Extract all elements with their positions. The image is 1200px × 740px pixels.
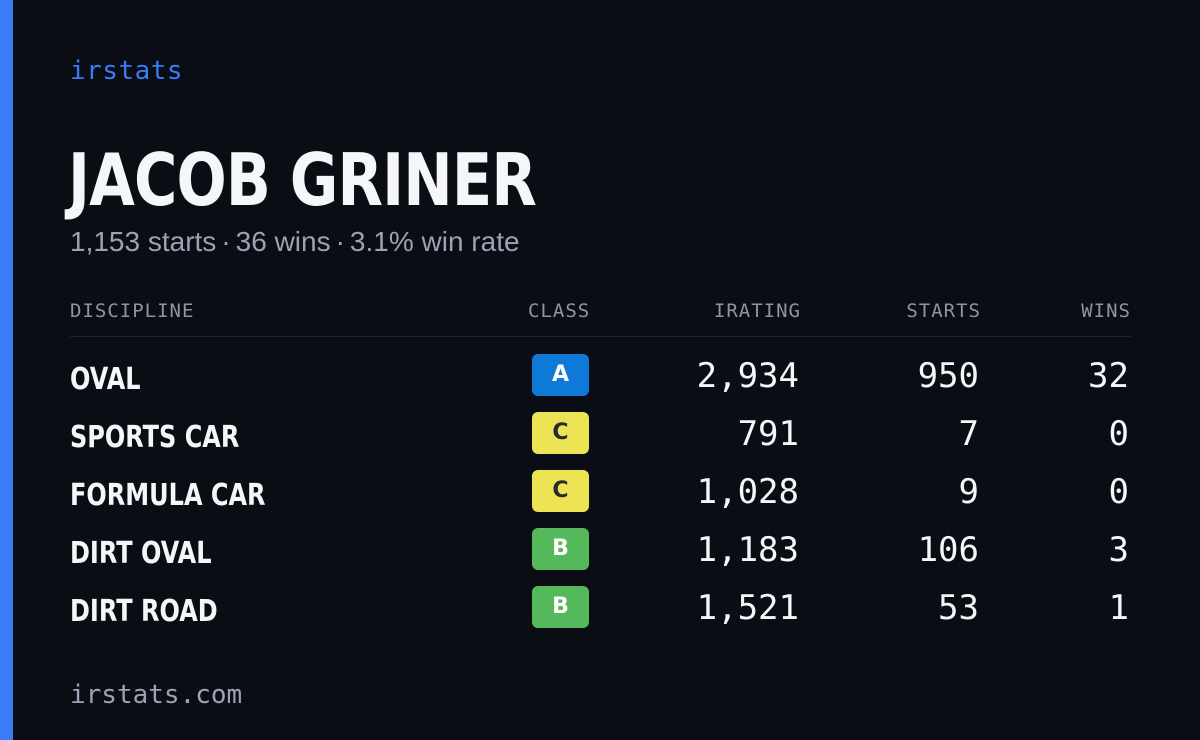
irating-value: 1,028 xyxy=(696,472,799,512)
wins-value: 0 xyxy=(1108,414,1129,454)
starts-value: 950 xyxy=(917,356,979,396)
starts-value: 53 xyxy=(938,588,979,628)
table-row: SPORTS CAR C 791 7 0 xyxy=(70,412,1131,468)
irating-value: 1,183 xyxy=(696,530,799,570)
wins-value: 1 xyxy=(1108,588,1129,628)
irating-value: 1,521 xyxy=(696,588,799,628)
class-badge: B xyxy=(532,586,589,628)
table-header: DISCIPLINE CLASS IRATING STARTS WINS xyxy=(70,300,1131,337)
discipline-name: DIRT OVAL xyxy=(70,536,212,571)
class-badge: C xyxy=(532,412,589,454)
summary-separator: · xyxy=(221,226,231,257)
starts-value: 7 xyxy=(958,414,979,454)
header-starts: STARTS xyxy=(906,300,981,322)
wins-value: 0 xyxy=(1108,472,1129,512)
discipline-name: DIRT ROAD xyxy=(70,594,218,629)
header-discipline: DISCIPLINE xyxy=(70,300,195,322)
header-irating: IRATING xyxy=(713,300,801,322)
summary-separator: · xyxy=(335,226,345,257)
wins-value: 32 xyxy=(1088,356,1129,396)
footer-url: irstats.com xyxy=(70,680,243,710)
irating-value: 2,934 xyxy=(696,356,799,396)
starts-value: 106 xyxy=(917,530,979,570)
accent-bar xyxy=(0,0,13,740)
class-badge: A xyxy=(532,354,589,396)
discipline-name: OVAL xyxy=(70,362,141,397)
wins-value: 3 xyxy=(1108,530,1129,570)
class-badge: C xyxy=(532,470,589,512)
table-row: DIRT ROAD B 1,521 53 1 xyxy=(70,586,1131,642)
header-wins: WINS xyxy=(1081,300,1131,322)
table-row: FORMULA CAR C 1,028 9 0 xyxy=(70,470,1131,526)
class-badge: B xyxy=(532,528,589,570)
summary-wins: 36 wins xyxy=(235,226,331,257)
driver-summary: 1,153 starts · 36 wins · 3.1% win rate xyxy=(70,226,520,258)
discipline-name: SPORTS CAR xyxy=(70,420,240,455)
page-title: JACOB GRINER xyxy=(68,138,537,222)
brand-logo-text: irstats xyxy=(70,56,184,86)
table-row: DIRT OVAL B 1,183 106 3 xyxy=(70,528,1131,584)
starts-value: 9 xyxy=(958,472,979,512)
summary-win-rate: 3.1% win rate xyxy=(349,226,520,257)
discipline-name: FORMULA CAR xyxy=(70,478,266,513)
table-row: OVAL A 2,934 950 32 xyxy=(70,354,1131,410)
header-class: CLASS xyxy=(528,300,591,322)
summary-starts: 1,153 starts xyxy=(70,226,217,257)
irating-value: 791 xyxy=(737,414,799,454)
